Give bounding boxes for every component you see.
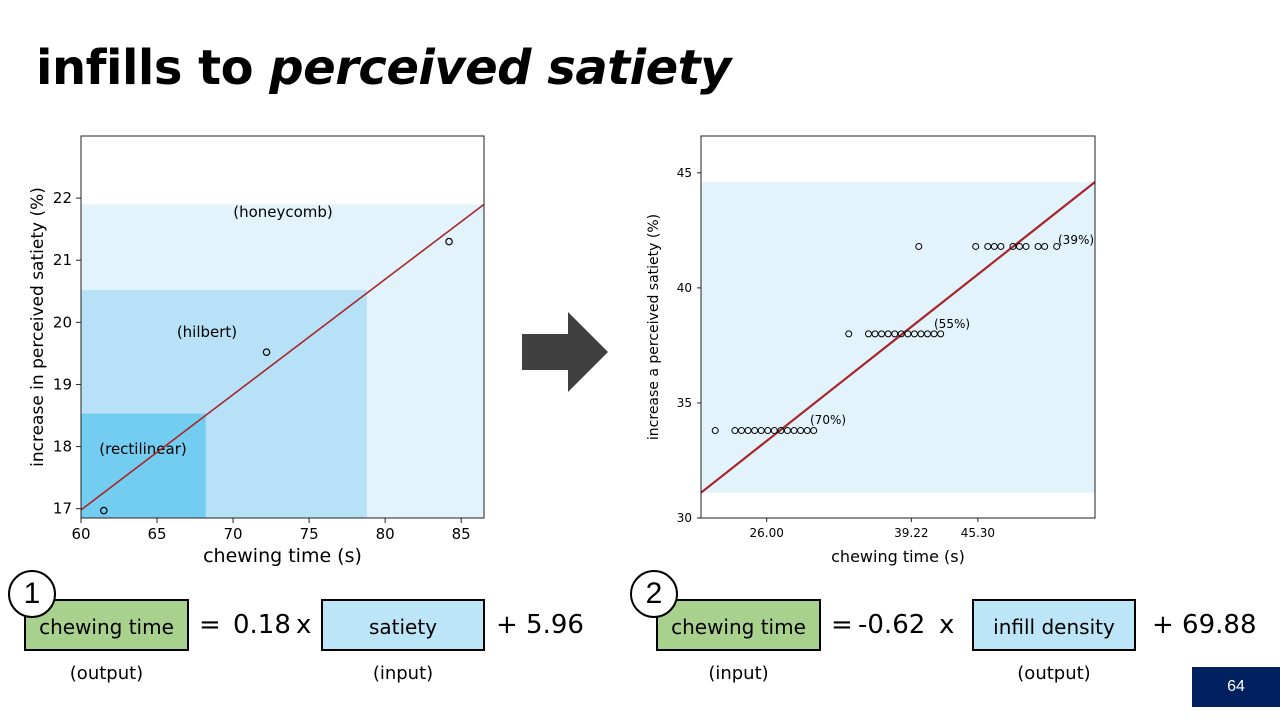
data-point [100, 506, 108, 515]
data-point [797, 427, 805, 435]
x-tick-label: 26.00 [749, 526, 783, 540]
data-point [997, 242, 1005, 250]
equation-1-number: 1 [8, 570, 56, 618]
data-point [891, 330, 899, 338]
y-tick-label: 35 [677, 396, 692, 410]
region-rectilinear-label: (rectilinear) [99, 440, 187, 458]
title-plain-text: infills to [36, 40, 270, 96]
data-point [917, 330, 925, 338]
data-point [878, 330, 886, 338]
data-point [737, 427, 745, 435]
region-honeycomb-label: (honeycomb) [233, 203, 333, 221]
data-point [845, 330, 853, 338]
title-italic-text: perceived satiety [269, 40, 731, 96]
y-axis-label: increase in perceived satiety (%) [28, 187, 48, 467]
plot-frame [700, 135, 1096, 519]
y-tick-label: 45 [677, 166, 692, 180]
data-point [1034, 242, 1042, 250]
data-point [783, 427, 791, 435]
fit-line [80, 203, 485, 511]
equation-1-equals: = [199, 610, 221, 640]
equation-2-output-label: (output) [1017, 663, 1091, 684]
equation-1-input-box: satiety [321, 599, 485, 651]
equation-1-coefficient: 0.18 [233, 610, 291, 640]
data-point [803, 427, 811, 435]
data-point [1041, 242, 1049, 250]
equation-2-coefficient: -0.62 [858, 610, 926, 640]
data-point [1022, 242, 1030, 250]
region-hilbert-label: (hilbert) [177, 323, 237, 341]
slide-title: infills to perceived satiety [36, 40, 731, 96]
x-tick-label: 75 [300, 525, 319, 543]
data-point [924, 330, 932, 338]
equation-1-times: x [296, 610, 312, 640]
data-point [445, 237, 453, 246]
data-point [937, 330, 945, 338]
equation-2-times: x [939, 610, 955, 640]
y-tick-label: 21 [53, 251, 72, 269]
data-point [262, 348, 271, 356]
y-tick-label: 19 [53, 375, 72, 393]
y-tick-label: 30 [677, 511, 692, 525]
x-tick-label: 80 [376, 525, 395, 543]
data-point [777, 427, 785, 435]
x-tick-label: 60 [71, 525, 90, 543]
x-tick-label: 85 [452, 525, 471, 543]
x-axis-label: chewing time (s) [203, 545, 362, 567]
data-point [864, 330, 872, 338]
data-point [884, 330, 892, 338]
y-tick-label: 18 [53, 438, 72, 456]
x-tick-label: 39.22 [894, 526, 928, 540]
chart-satiety-vs-chewing-time: (70%) (55%) (39%) 26.00 39.22 45.30 30 35 40 45 ch… [646, 135, 1096, 566]
y-tick-label: 20 [53, 313, 72, 331]
data-point [744, 427, 752, 435]
y-axis-label: increase a perceived satiety (%) [646, 214, 662, 440]
x-tick-label: 65 [147, 525, 166, 543]
equation-2-intercept: + 69.88 [1152, 610, 1257, 640]
page-number: 64 [1192, 667, 1280, 707]
y-tick-label: 17 [53, 500, 72, 518]
x-tick-label: 45.30 [961, 526, 995, 540]
data-point [1009, 242, 1017, 250]
data-point [757, 427, 765, 435]
plot-frame [80, 135, 485, 519]
equation-2-input-box: chewing time [656, 599, 821, 651]
data-point [990, 242, 998, 250]
data-point [770, 427, 778, 435]
data-point [930, 330, 938, 338]
equation-2-input-label: (input) [708, 663, 769, 684]
data-point [897, 330, 905, 338]
data-point [910, 330, 918, 338]
data-point [764, 427, 772, 435]
equation-2-number: 2 [630, 570, 678, 618]
fit-line [700, 181, 1096, 494]
equation-2-equals: = [831, 610, 853, 640]
data-point [972, 242, 980, 250]
data-point [984, 242, 992, 250]
data-point [915, 242, 923, 250]
point-annotation: (55%) [934, 317, 970, 331]
data-point [751, 427, 759, 435]
equation-1-intercept: + 5.96 [496, 610, 584, 640]
data-point [1015, 242, 1023, 250]
y-tick-label: 22 [53, 189, 72, 207]
x-axis-label: chewing time (s) [831, 547, 965, 566]
data-point [1053, 242, 1061, 250]
right-arrow-icon [522, 312, 608, 392]
point-annotation: (70%) [810, 413, 846, 427]
equation-1-input-label: (input) [372, 663, 434, 684]
x-tick-label: 70 [224, 525, 243, 543]
data-point [790, 427, 798, 435]
equation-1-output-label: (output) [69, 663, 144, 684]
data-point [711, 427, 719, 435]
data-point [871, 330, 879, 338]
y-tick-label: 40 [677, 281, 692, 295]
chart-chewing-time-vs-satiety: (honeycomb) (hilbert) (rectilinear) 60 65 70 7… [28, 135, 485, 567]
data-point [731, 427, 739, 435]
data-point [904, 330, 912, 338]
equation-2-output-box: infill density [972, 599, 1136, 651]
data-point [810, 427, 818, 435]
point-annotation: (39%) [1058, 233, 1094, 247]
